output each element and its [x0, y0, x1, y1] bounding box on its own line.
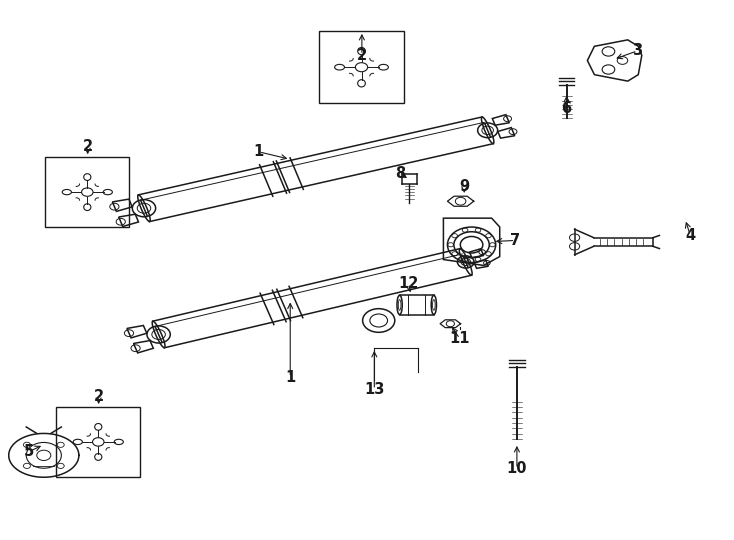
Text: 13: 13 [364, 382, 385, 397]
Text: 4: 4 [685, 227, 695, 242]
Bar [57, 407, 140, 477]
Text: 2: 2 [93, 389, 103, 404]
Bar [46, 157, 129, 227]
Text: 7: 7 [510, 233, 520, 248]
Text: 9: 9 [459, 179, 469, 194]
Text: 1: 1 [285, 370, 295, 385]
Text: 3: 3 [633, 43, 642, 58]
Text: 2: 2 [357, 48, 367, 63]
Text: 5: 5 [24, 444, 34, 459]
Text: 12: 12 [399, 276, 419, 291]
Text: 11: 11 [450, 331, 470, 346]
Text: 8: 8 [395, 166, 405, 181]
Text: 2: 2 [83, 139, 92, 154]
Text: 10: 10 [506, 461, 527, 476]
Text: 6: 6 [562, 102, 572, 116]
Text: 1: 1 [254, 144, 264, 159]
Bar [319, 31, 404, 104]
